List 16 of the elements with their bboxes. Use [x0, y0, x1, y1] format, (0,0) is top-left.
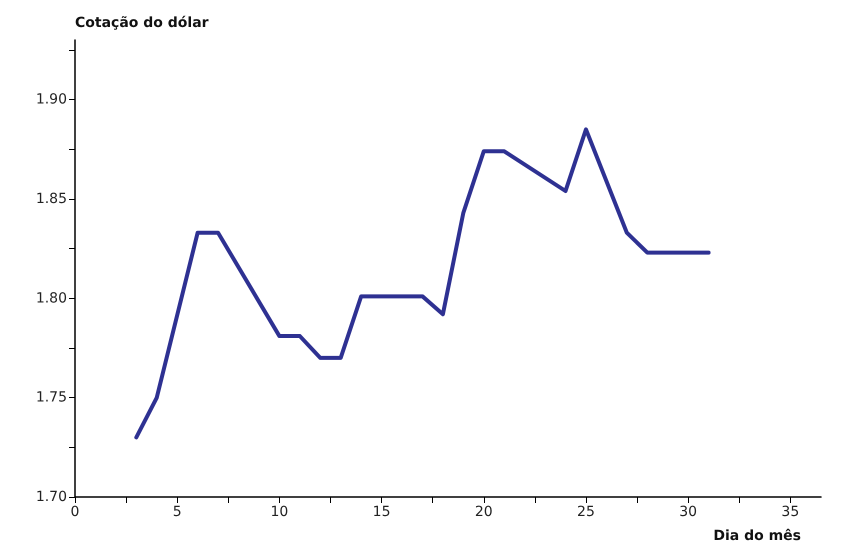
x-tick-label: 20: [474, 504, 493, 520]
x-tick-label: 0: [70, 504, 80, 520]
y-tick-label: 1.85: [36, 190, 67, 207]
x-tick-label: 30: [679, 504, 698, 520]
x-axis-title: Dia do mês: [713, 528, 801, 544]
y-tick-label: 1.75: [36, 390, 67, 406]
y-tick-label: 1.90: [36, 92, 67, 108]
x-tick-label: 10: [270, 504, 288, 520]
line-series: [134, 127, 711, 440]
y-tick-label: 1.70: [36, 489, 67, 505]
y-axis-title: Cotação do dólar: [75, 15, 209, 31]
x-tick-label: 25: [577, 504, 595, 520]
y-tick-label: 1.80: [36, 290, 67, 306]
x-tick-label: 15: [372, 504, 390, 520]
x-tick-label: 5: [172, 504, 182, 520]
x-tick-label: 35: [781, 504, 800, 520]
